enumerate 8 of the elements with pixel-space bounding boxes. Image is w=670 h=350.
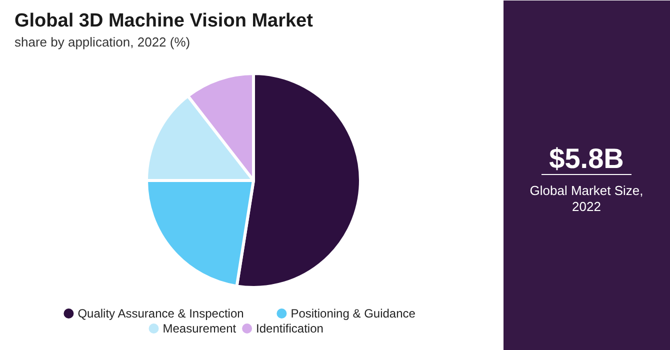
chart-subtitle: share by application, 2022 (%) xyxy=(14,34,190,50)
legend-label: Quality Assurance & Inspection xyxy=(78,306,244,320)
legend-label: Measurement xyxy=(162,322,237,336)
chart-title: Global 3D Machine Vision Market xyxy=(14,10,314,32)
text: Global Market Size, 2022 xyxy=(530,183,644,214)
legend-label: Positioning & Guidance xyxy=(290,306,416,320)
legend-label: Identification xyxy=(256,322,324,336)
text: $5.8B xyxy=(549,143,624,174)
